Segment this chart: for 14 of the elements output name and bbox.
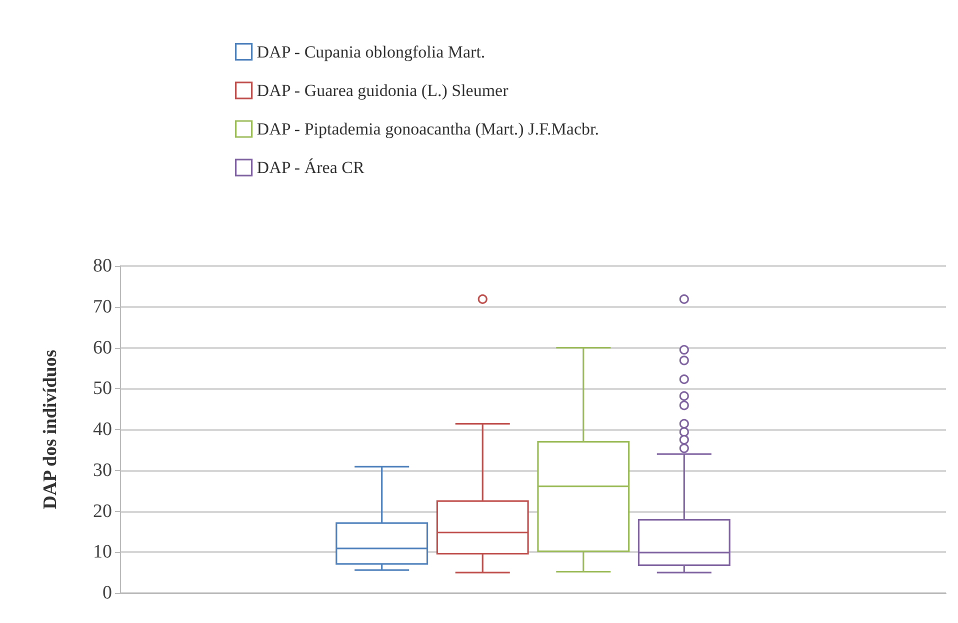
y-tick-label: 80 (93, 256, 112, 276)
legend-label: DAP - Guarea guidonia (L.) Sleumer (256, 80, 509, 100)
y-tick-label: 40 (93, 419, 112, 440)
y-tick-label: 70 (93, 296, 112, 318)
legend-label: DAP - Cupania oblongfolia Mart. (256, 42, 486, 62)
y-tick-label: 50 (93, 378, 112, 400)
y-tick-label: 60 (93, 337, 112, 358)
y-tick-label: 10 (93, 542, 112, 563)
legend-label: DAP - Área CR (256, 158, 365, 178)
y-tick-label: 20 (93, 500, 112, 522)
y-axis-title: DAP dos indivíduos (40, 350, 61, 510)
y-tick-label: 30 (93, 460, 112, 481)
y-tick-label: 0 (102, 582, 112, 604)
legend-label: DAP - Piptademia gonoacantha (Mart.) J.F.Macbr. (256, 120, 599, 138)
